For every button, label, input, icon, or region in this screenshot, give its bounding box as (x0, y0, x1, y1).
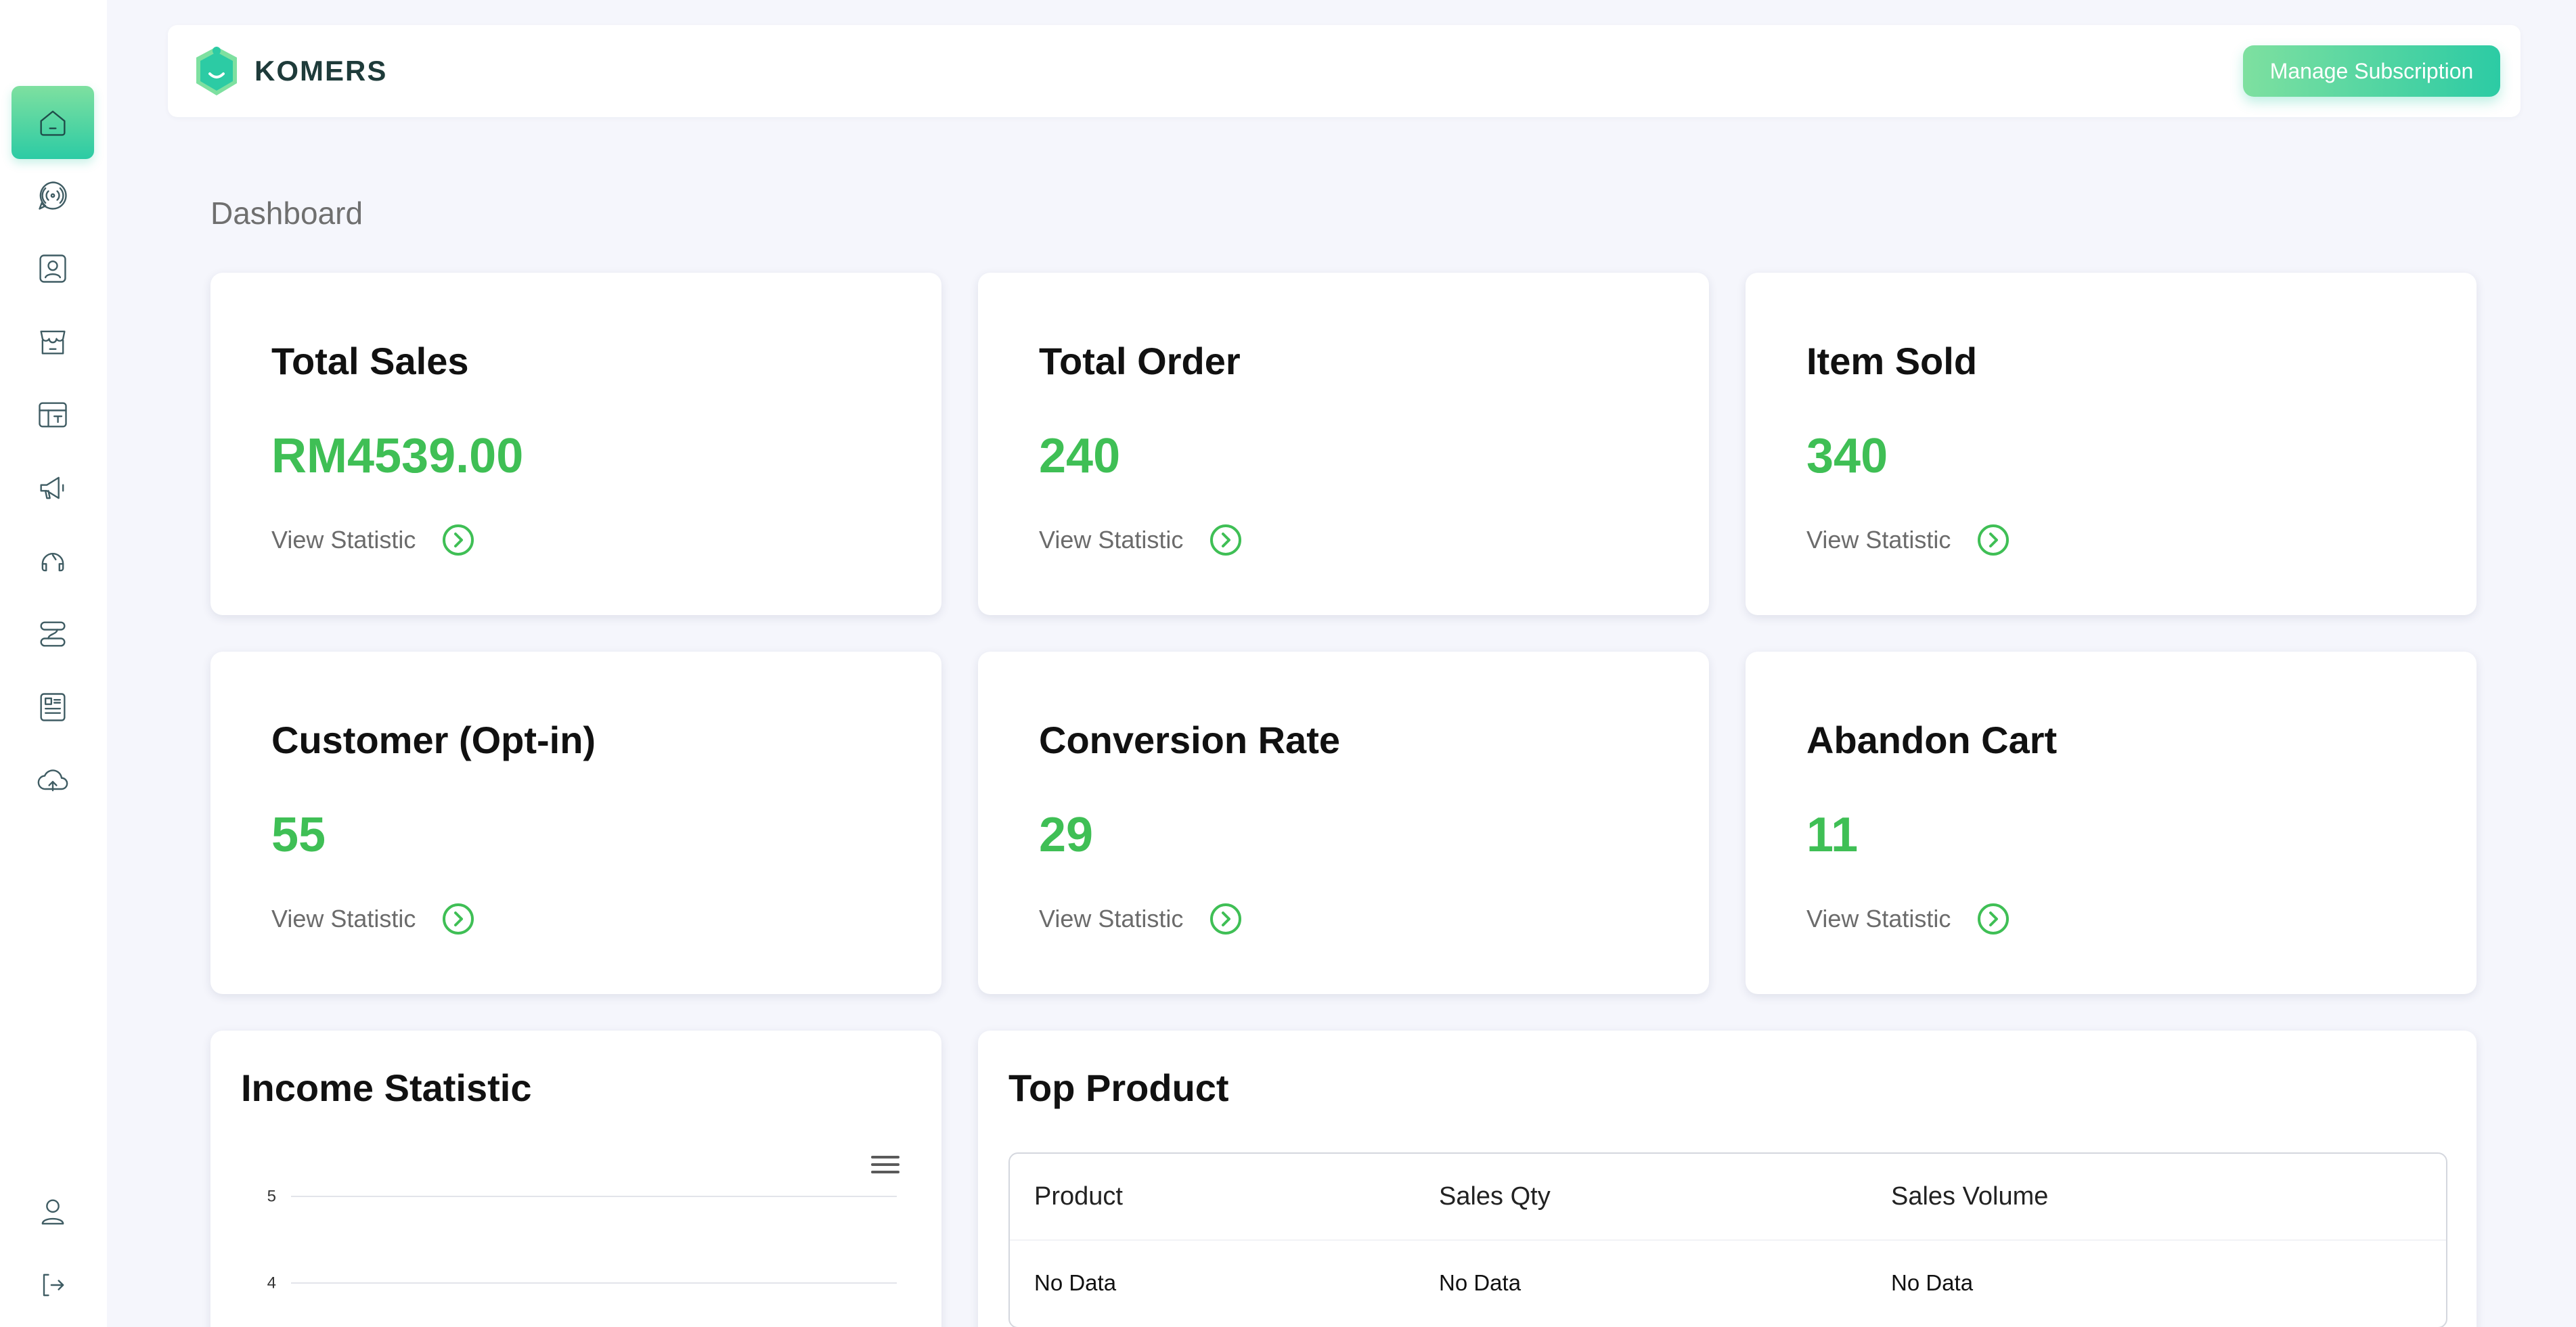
store-icon (40, 330, 66, 355)
stat-value: RM4539.00 (271, 429, 524, 483)
arrow-circle-right-icon[interactable] (1976, 523, 2010, 557)
home-icon (40, 110, 66, 136)
top-header: KOMERS Manage Subscription (168, 25, 2521, 117)
arrow-circle-right-icon[interactable] (441, 902, 475, 936)
page-title: Dashboard (210, 196, 363, 231)
stat-card-abandon-cart: Abandon Cart 11 View Statistic (1746, 652, 2477, 994)
table-cell-sales-qty: No Data (1439, 1270, 1522, 1295)
stat-title: Item Sold (1806, 340, 1978, 382)
sidebar-item-home[interactable] (12, 86, 94, 159)
arrow-circle-right-icon[interactable] (1976, 902, 2010, 936)
view-statistic-link[interactable]: View Statistic (1806, 899, 2010, 939)
broadcast-chat-icon (39, 181, 67, 210)
view-statistic-label: View Statistic (1806, 905, 1951, 932)
sidebar-item-profile[interactable] (12, 1175, 94, 1249)
column-header-sales-volume[interactable]: Sales Volume (1891, 1182, 2049, 1211)
sidebar-item-catalog[interactable] (12, 671, 94, 744)
arrow-circle-right-icon[interactable] (1209, 902, 1243, 936)
sidebar (0, 0, 107, 1327)
user-profile-icon (41, 1199, 64, 1225)
income-chart: 5 4 (267, 1187, 897, 1292)
flow-icon (40, 621, 66, 647)
layout-template-icon (39, 402, 67, 428)
top-product-table: Product Sales Qty Sales Volume No Data N… (1008, 1152, 2447, 1327)
income-statistic-panel: Income Statistic 5 4 (210, 1031, 941, 1327)
top-product-panel: Top Product Product Sales Qty Sales Volu… (978, 1031, 2477, 1327)
stat-value: 29 (1039, 808, 1094, 862)
sidebar-item-flows[interactable] (12, 598, 94, 671)
stat-card-total-order: Total Order 240 View Statistic (978, 273, 1709, 615)
y-tick-label: 5 (267, 1187, 276, 1205)
sidebar-item-contacts[interactable] (12, 232, 94, 305)
top-product-title: Top Product (1008, 1066, 1229, 1109)
view-statistic-link[interactable]: View Statistic (1806, 520, 2010, 560)
megaphone-icon (40, 476, 64, 499)
arrow-circle-right-icon[interactable] (1209, 523, 1243, 557)
view-statistic-label: View Statistic (1039, 526, 1184, 554)
stat-title: Customer (Opt-in) (271, 719, 596, 761)
contact-card-icon (39, 254, 66, 283)
sidebar-item-cloud[interactable] (12, 744, 94, 817)
stat-card-item-sold: Item Sold 340 View Statistic (1746, 273, 2477, 615)
income-statistic-title: Income Statistic (241, 1066, 532, 1109)
view-statistic-link[interactable]: View Statistic (1039, 899, 1243, 939)
logout-icon (43, 1274, 64, 1297)
sidebar-item-campaigns[interactable] (12, 451, 94, 524)
stat-title: Total Order (1039, 340, 1241, 382)
stat-card-customer-opt-in: Customer (Opt-in) 55 View Statistic (210, 652, 941, 994)
stat-value: 240 (1039, 429, 1121, 483)
chart-menu-icon[interactable] (871, 1156, 900, 1180)
table-row: No Data No Data No Data (1010, 1240, 2446, 1326)
column-header-sales-qty[interactable]: Sales Qty (1439, 1182, 1551, 1211)
cloud-upload-icon (37, 769, 68, 792)
brand-logo[interactable]: KOMERS (188, 43, 387, 99)
stat-value: 11 (1806, 808, 1859, 862)
table-cell-sales-volume: No Data (1891, 1270, 1974, 1295)
brand-name: KOMERS (254, 55, 388, 87)
stat-value: 340 (1806, 429, 1888, 483)
sidebar-item-templates[interactable] (12, 378, 94, 451)
view-statistic-link[interactable]: View Statistic (271, 899, 475, 939)
stat-card-total-sales: Total Sales RM4539.00 View Statistic (210, 273, 941, 615)
view-statistic-label: View Statistic (271, 526, 416, 554)
view-statistic-label: View Statistic (271, 905, 416, 932)
komers-logo-icon (196, 47, 237, 95)
manage-subscription-button[interactable]: Manage Subscription (2243, 45, 2500, 97)
y-tick-label: 4 (267, 1274, 276, 1292)
sidebar-item-support[interactable] (12, 524, 94, 598)
table-header-row: Product Sales Qty Sales Volume (1010, 1154, 2446, 1240)
sidebar-item-logout[interactable] (12, 1249, 94, 1322)
view-statistic-label: View Statistic (1039, 905, 1184, 932)
view-statistic-label: View Statistic (1806, 526, 1951, 554)
view-statistic-link[interactable]: View Statistic (271, 520, 475, 560)
stat-title: Total Sales (271, 340, 469, 382)
stat-card-conversion-rate: Conversion Rate 29 View Statistic (978, 652, 1709, 994)
sidebar-item-store[interactable] (12, 305, 94, 378)
table-cell-product: No Data (1034, 1270, 1117, 1295)
sidebar-item-broadcast[interactable] (12, 159, 94, 232)
column-header-product[interactable]: Product (1034, 1182, 1123, 1211)
stat-value: 55 (271, 808, 326, 862)
support-headset-icon (41, 553, 64, 572)
arrow-circle-right-icon[interactable] (441, 523, 475, 557)
stat-title: Abandon Cart (1806, 719, 2058, 761)
stat-title: Conversion Rate (1039, 719, 1340, 761)
catalog-icon (40, 693, 66, 721)
view-statistic-link[interactable]: View Statistic (1039, 520, 1243, 560)
